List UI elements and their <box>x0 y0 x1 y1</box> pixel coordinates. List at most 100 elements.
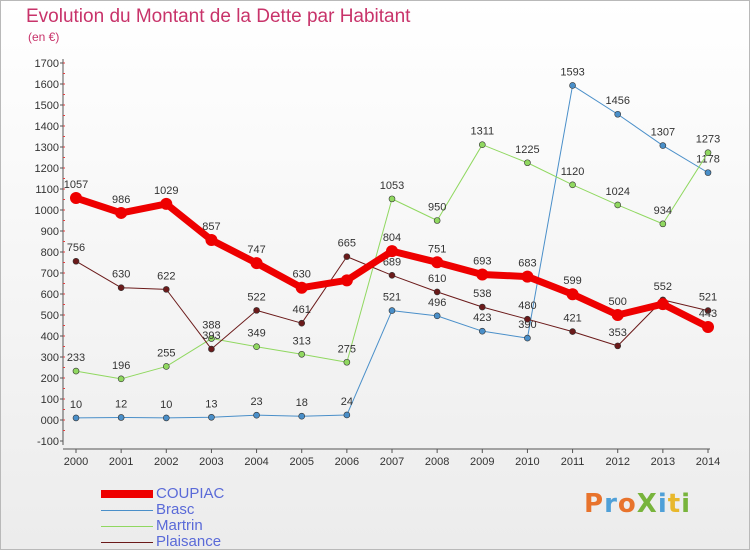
data-point-brasc <box>569 82 576 89</box>
data-point-plaisance <box>117 284 125 292</box>
data-point-coupiac <box>611 309 624 321</box>
data-point-coupiac <box>295 281 308 294</box>
data-point-martrin <box>569 181 576 189</box>
legend-item-brasc: Brasc <box>101 502 224 518</box>
data-point-martrin <box>208 335 215 342</box>
data-point-coupiac <box>566 288 579 301</box>
data-label-martrin: 1311 <box>470 126 494 138</box>
legend-item-coupiac: COUPIAC <box>101 486 224 502</box>
legend-label-brasc: Brasc <box>156 501 195 518</box>
data-label-coupiac: 986 <box>112 194 130 206</box>
data-point-brasc <box>478 327 486 335</box>
data-label-coupiac: 804 <box>383 232 401 244</box>
x-tick-label: 2011 <box>561 456 585 468</box>
data-label-plaisance: 552 <box>654 281 672 293</box>
data-point-plaisance <box>433 288 441 296</box>
data-point-plaisance <box>72 257 80 265</box>
legend-swatch-plaisance <box>101 541 153 543</box>
data-label-brasc: 18 <box>296 397 308 409</box>
y-tick-label: 1600 <box>35 79 59 91</box>
data-label-brasc: 390 <box>518 319 536 331</box>
data-label-coupiac: 857 <box>202 221 220 233</box>
data-label-brasc: 10 <box>70 399 82 411</box>
data-label-brasc: 521 <box>383 292 401 304</box>
x-tick-label: 2001 <box>109 456 133 468</box>
y-tick-label: 1700 <box>35 58 59 70</box>
data-label-brasc: 496 <box>428 297 446 309</box>
data-label-martrin: 388 <box>202 320 220 332</box>
data-label-coupiac: 751 <box>428 243 446 255</box>
data-point-plaisance <box>162 286 170 293</box>
data-point-martrin <box>298 350 306 358</box>
data-point-plaisance <box>343 253 351 260</box>
y-tick-label: 1200 <box>35 163 59 175</box>
data-point-coupiac <box>115 206 128 219</box>
data-label-coupiac: 1029 <box>154 185 178 197</box>
data-point-coupiac <box>476 268 489 281</box>
data-point-plaisance <box>298 319 306 327</box>
data-point-martrin <box>478 141 486 148</box>
data-label-plaisance: 393 <box>202 330 220 342</box>
data-label-martrin: 233 <box>67 352 85 364</box>
x-tick-label: 2007 <box>380 456 404 468</box>
data-point-coupiac <box>702 320 714 333</box>
legend-swatch-coupiac <box>101 490 153 498</box>
x-tick-label: 2006 <box>335 456 359 468</box>
data-label-plaisance: 461 <box>293 304 311 316</box>
y-tick-label: 100 <box>41 394 59 406</box>
y-tick-label: 1400 <box>35 121 59 133</box>
data-point-martrin <box>704 149 712 156</box>
data-point-coupiac <box>431 256 444 269</box>
data-label-coupiac: 1057 <box>64 179 88 191</box>
chart-unit-label: (en €) <box>28 30 60 44</box>
legend-item-martrin: Martrin <box>101 518 224 534</box>
data-label-brasc: 1307 <box>651 127 675 139</box>
data-label-martrin: 1053 <box>380 180 404 192</box>
x-tick-label: 2013 <box>651 456 675 468</box>
data-point-martrin <box>72 367 80 375</box>
data-label-brasc: 24 <box>341 396 353 408</box>
data-point-brasc <box>162 414 170 422</box>
brand-logo: ProXiti <box>584 489 691 519</box>
y-tick-label: -100 <box>37 436 59 448</box>
y-tick-label: 800 <box>41 247 59 259</box>
data-label-plaisance: 756 <box>67 242 85 254</box>
data-label-martrin: 275 <box>338 343 356 355</box>
y-tick-label: 1100 <box>35 184 59 196</box>
brand-logo-text: ProXiti <box>584 489 692 519</box>
y-tick-label: 500 <box>41 310 59 322</box>
data-point-martrin <box>659 220 667 228</box>
data-label-martrin: 1120 <box>561 166 585 178</box>
y-tick-label: 700 <box>41 268 59 280</box>
data-label-plaisance: 630 <box>112 269 130 281</box>
data-label-plaisance: 353 <box>609 327 627 339</box>
x-tick-label: 2014 <box>696 456 720 468</box>
data-point-coupiac <box>521 270 534 283</box>
data-label-brasc: 23 <box>250 396 262 408</box>
data-label-brasc: 1593 <box>560 66 584 78</box>
data-point-plaisance <box>569 328 576 335</box>
legend-label-coupiac: COUPIAC <box>156 485 225 502</box>
data-label-brasc: 13 <box>205 398 217 410</box>
data-label-plaisance: 480 <box>518 300 536 312</box>
data-point-brasc <box>208 413 215 421</box>
data-point-martrin <box>343 358 351 366</box>
data-label-martrin: 349 <box>247 328 265 340</box>
data-point-martrin <box>433 217 441 224</box>
y-tick-label: 1300 <box>35 142 59 154</box>
x-tick-label: 2008 <box>425 456 449 468</box>
x-tick-label: 2009 <box>470 456 494 468</box>
data-point-plaisance <box>388 272 396 279</box>
data-label-coupiac: 747 <box>247 244 265 256</box>
data-label-martrin: 313 <box>293 335 311 347</box>
data-point-plaisance <box>208 345 215 353</box>
data-label-plaisance: 522 <box>247 291 265 303</box>
y-tick-label: 300 <box>41 352 59 364</box>
legend-item-plaisance: Plaisance <box>101 534 224 549</box>
chart-title: Evolution du Montant de la Dette par Hab… <box>26 6 411 27</box>
data-point-coupiac <box>160 197 173 210</box>
data-label-martrin: 255 <box>157 347 175 359</box>
legend-swatch-brasc <box>101 509 153 511</box>
y-tick-label: 1500 <box>35 100 59 112</box>
